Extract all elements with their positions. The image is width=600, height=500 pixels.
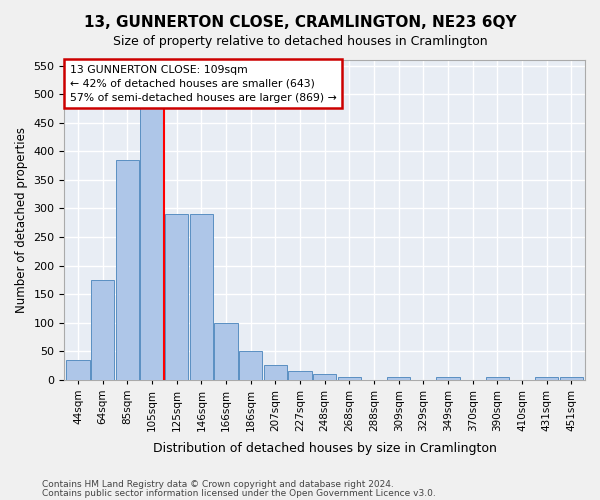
- Bar: [214, 322, 238, 380]
- Bar: [190, 214, 213, 380]
- Bar: [116, 160, 139, 380]
- Bar: [91, 280, 115, 380]
- Bar: [263, 366, 287, 380]
- Text: Contains HM Land Registry data © Crown copyright and database right 2024.: Contains HM Land Registry data © Crown c…: [42, 480, 394, 489]
- Text: Contains public sector information licensed under the Open Government Licence v3: Contains public sector information licen…: [42, 488, 436, 498]
- X-axis label: Distribution of detached houses by size in Cramlington: Distribution of detached houses by size …: [153, 442, 497, 455]
- Text: 13, GUNNERTON CLOSE, CRAMLINGTON, NE23 6QY: 13, GUNNERTON CLOSE, CRAMLINGTON, NE23 6…: [83, 15, 517, 30]
- Bar: [560, 377, 583, 380]
- Y-axis label: Number of detached properties: Number of detached properties: [15, 127, 28, 313]
- Bar: [66, 360, 89, 380]
- Text: 13 GUNNERTON CLOSE: 109sqm
← 42% of detached houses are smaller (643)
57% of sem: 13 GUNNERTON CLOSE: 109sqm ← 42% of deta…: [70, 65, 337, 103]
- Bar: [485, 377, 509, 380]
- Bar: [313, 374, 337, 380]
- Bar: [387, 377, 410, 380]
- Bar: [239, 351, 262, 380]
- Bar: [165, 214, 188, 380]
- Bar: [535, 377, 559, 380]
- Bar: [436, 377, 460, 380]
- Bar: [338, 377, 361, 380]
- Bar: [289, 371, 312, 380]
- Text: Size of property relative to detached houses in Cramlington: Size of property relative to detached ho…: [113, 35, 487, 48]
- Bar: [140, 88, 164, 380]
